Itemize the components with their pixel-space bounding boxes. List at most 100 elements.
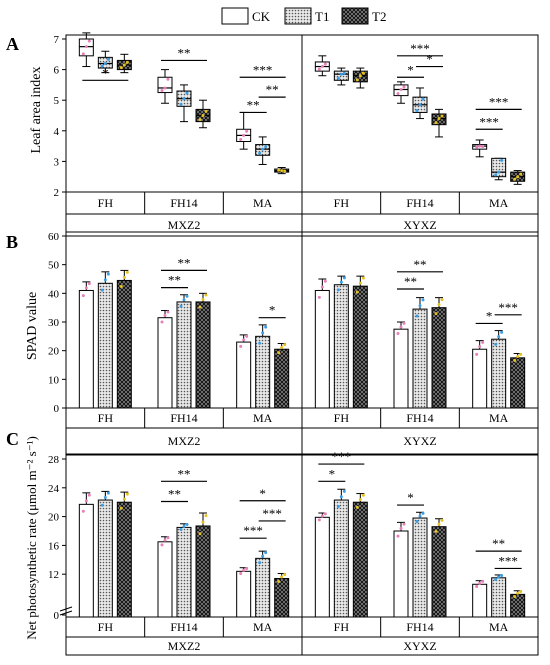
data-point (119, 506, 123, 510)
site-label: FH14 (406, 411, 433, 425)
significance-label: ** (168, 486, 181, 501)
data-point (204, 514, 208, 518)
data-point (166, 310, 170, 314)
data-point (399, 526, 403, 530)
significance-label: ** (404, 274, 417, 289)
bar-t2 (431, 526, 447, 618)
data-point (500, 573, 504, 577)
data-point (323, 512, 327, 516)
data-point (481, 579, 485, 583)
site-label: FH14 (406, 196, 433, 210)
data-point (201, 520, 205, 524)
y-tick-label: 5 (54, 95, 60, 107)
data-point (258, 151, 262, 155)
bar-t1 (255, 335, 271, 409)
data-point (421, 511, 425, 515)
site-label: MA (253, 196, 273, 210)
significance-label: * (407, 62, 414, 77)
data-point (418, 514, 422, 518)
data-point (103, 61, 107, 65)
box-t1 (333, 70, 349, 81)
data-point (421, 97, 425, 101)
legend-swatch-t2 (341, 7, 369, 25)
data-point (122, 275, 126, 279)
data-point (320, 65, 324, 69)
site-label: FH (98, 196, 114, 210)
data-point (204, 109, 208, 113)
data-point (415, 314, 419, 318)
data-point (339, 495, 343, 499)
significance-label: *** (243, 523, 263, 538)
bar-t2 (510, 357, 526, 409)
data-point (125, 270, 129, 274)
data-point (185, 91, 189, 95)
data-point (399, 87, 403, 91)
data-point (317, 518, 321, 522)
legend-label-ck: CK (252, 9, 271, 24)
data-point (323, 279, 327, 283)
data-point (87, 493, 91, 497)
data-point (81, 294, 85, 298)
data-point (119, 284, 123, 288)
data-point (513, 358, 517, 362)
y-tick-label: 28 (48, 454, 60, 466)
panel-label-b: B (6, 232, 18, 252)
y-tick-label: 6 (54, 65, 60, 77)
data-point (440, 518, 444, 522)
y-tick-label: 20 (48, 346, 60, 358)
significance-label: *** (410, 41, 430, 56)
data-point (478, 144, 482, 148)
y-tick-label: 30 (48, 317, 60, 329)
bar-ck (157, 541, 173, 618)
site-label: FH14 (170, 411, 197, 425)
data-point (437, 303, 441, 307)
data-point (336, 76, 340, 80)
data-point (280, 575, 284, 579)
y-tick-label: 12 (48, 569, 59, 581)
bar-t2 (510, 593, 526, 618)
data-point (440, 114, 444, 118)
significance-label: ** (178, 466, 191, 481)
data-point (500, 330, 504, 334)
significance-label: * (407, 490, 414, 505)
data-point (261, 147, 265, 151)
data-point (497, 170, 501, 174)
y-tick-label: 10 (48, 374, 60, 386)
site-label: FH14 (406, 620, 433, 634)
bar-t2 (116, 279, 132, 409)
data-point (264, 145, 268, 149)
y-tick-label: 60 (48, 231, 60, 243)
data-point (198, 118, 202, 122)
panel-label-a: A (6, 34, 19, 54)
data-point (516, 355, 520, 359)
bar-ck (393, 328, 409, 409)
data-point (160, 543, 164, 547)
data-point (323, 62, 327, 66)
bar-t1 (176, 526, 192, 618)
panel-label-c: C (6, 429, 19, 449)
variety-label: MXZ2 (168, 639, 201, 653)
bar-t1 (333, 284, 349, 409)
data-point (494, 578, 498, 582)
y-tick-label: 16 (48, 540, 60, 552)
legend: CK T1 T2 (221, 7, 386, 25)
data-point (437, 522, 441, 526)
data-point (201, 297, 205, 301)
data-point (355, 505, 359, 509)
data-point (358, 74, 362, 78)
bar-ck (236, 570, 252, 618)
data-point (358, 498, 362, 502)
bar-ck (314, 516, 330, 618)
data-point (245, 334, 249, 338)
data-point (261, 554, 265, 558)
bar-t1 (491, 577, 507, 618)
data-point (239, 138, 243, 142)
y-tick-label: 7 (54, 34, 60, 46)
bar-t2 (116, 501, 132, 618)
data-point (283, 343, 287, 347)
